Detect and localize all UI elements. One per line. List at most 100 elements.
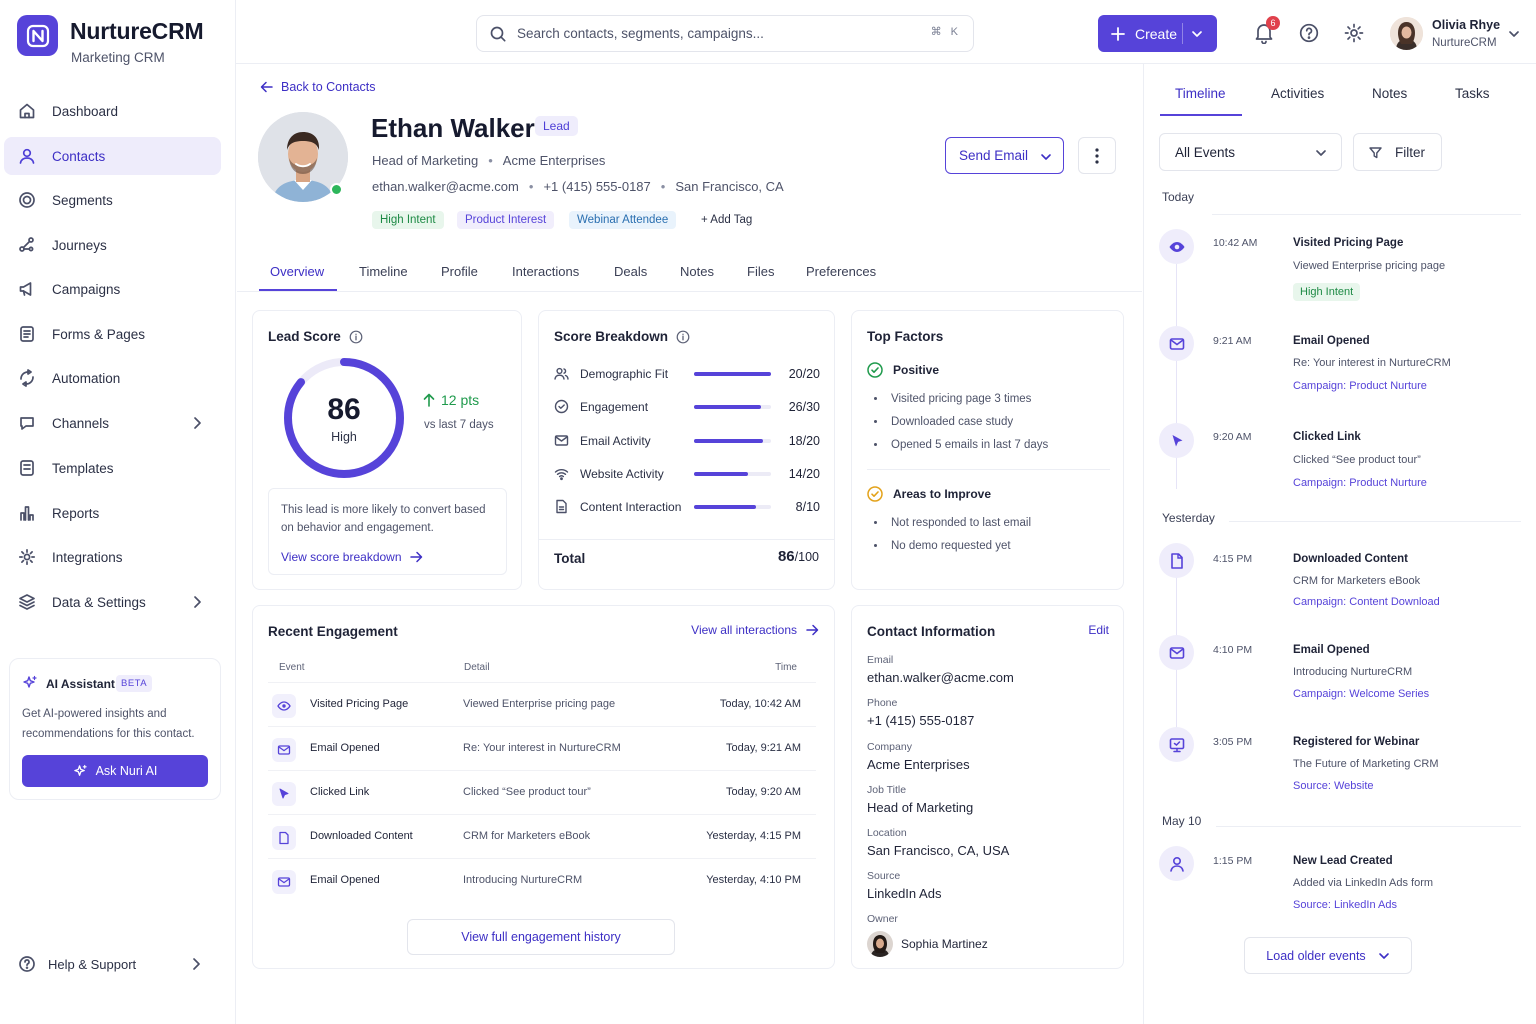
breakdown-total-label: Total bbox=[554, 551, 586, 566]
search-box[interactable]: ⌘ K bbox=[476, 15, 974, 52]
field-email-value[interactable]: ethan.walker@acme.com bbox=[867, 670, 1014, 685]
search-input[interactable] bbox=[517, 26, 897, 41]
timeline-connector bbox=[1176, 264, 1177, 489]
timeline-event-title[interactable]: Visited Pricing Page bbox=[1293, 237, 1404, 249]
sidebar-item-automation[interactable]: Automation bbox=[4, 359, 221, 397]
engagement-event: Clicked Link bbox=[310, 786, 370, 798]
alert-circle-icon bbox=[867, 486, 883, 502]
timeline-event-title[interactable]: New Lead Created bbox=[1293, 855, 1393, 867]
info-icon[interactable] bbox=[676, 330, 690, 344]
engagement-event: Downloaded Content bbox=[310, 830, 413, 842]
tab-files[interactable]: Files bbox=[747, 264, 775, 279]
sidebar-item-contacts[interactable]: Contacts bbox=[4, 137, 221, 175]
contact-email[interactable]: ethan.walker@acme.com bbox=[372, 179, 519, 194]
settings-icon[interactable] bbox=[1344, 23, 1364, 43]
tab-profile[interactable]: Profile bbox=[441, 264, 478, 279]
table-row[interactable]: Visited Pricing Page Viewed Enterprise p… bbox=[268, 682, 816, 726]
chevron-down-icon[interactable] bbox=[1191, 29, 1203, 39]
contact-job-title: Head of Marketing bbox=[372, 153, 479, 168]
send-email-button[interactable]: Send Email bbox=[945, 137, 1064, 174]
search-icon bbox=[490, 26, 506, 42]
timeline-event-campaign[interactable]: Source: Website bbox=[1293, 780, 1374, 792]
view-full-history-button[interactable]: View full engagement history bbox=[407, 919, 675, 955]
panel-tab-notes[interactable]: Notes bbox=[1372, 86, 1408, 101]
timeline-event-campaign[interactable]: Campaign: Welcome Series bbox=[1293, 688, 1429, 700]
contact-phone[interactable]: +1 (415) 555-0187 bbox=[543, 179, 651, 194]
field-phone-value[interactable]: +1 (415) 555-0187 bbox=[867, 713, 975, 728]
timeline-event-title[interactable]: Email Opened bbox=[1293, 335, 1370, 347]
sidebar-item-integrations[interactable]: Integrations bbox=[4, 538, 221, 576]
tab-preferences[interactable]: Preferences bbox=[806, 264, 877, 279]
timeline-event-campaign[interactable]: Campaign: Product Nurture bbox=[1293, 380, 1427, 392]
sidebar-item-campaigns[interactable]: Campaigns bbox=[4, 270, 221, 308]
filter-button[interactable]: Filter bbox=[1353, 133, 1442, 171]
panel-tab-activities[interactable]: Activities bbox=[1271, 86, 1325, 101]
table-row[interactable]: Email Opened Introducing NurtureCRM Yest… bbox=[268, 858, 816, 902]
timeline-event-title[interactable]: Registered for Webinar bbox=[1293, 736, 1420, 748]
timeline-event-campaign[interactable]: Campaign: Content Download bbox=[1293, 596, 1440, 608]
score-breakdown-card: Score Breakdown Demographic Fit 20/20 En… bbox=[538, 310, 835, 590]
ask-ai-button[interactable]: Ask Nuri AI bbox=[22, 755, 208, 787]
event-filter-select[interactable]: All Events bbox=[1159, 133, 1342, 171]
view-all-interactions-link[interactable]: View all interactions bbox=[691, 623, 819, 637]
field-label: Job Title bbox=[867, 784, 907, 796]
view-score-breakdown-link[interactable]: View score breakdown bbox=[281, 550, 423, 564]
sidebar-item-dashboard[interactable]: Dashboard bbox=[4, 92, 221, 130]
campaign-label: Source: bbox=[1293, 780, 1331, 792]
info-icon[interactable] bbox=[349, 330, 363, 344]
owner-name[interactable]: Sophia Martinez bbox=[901, 937, 988, 951]
tag-high-intent[interactable]: High Intent bbox=[372, 211, 444, 229]
template-icon bbox=[20, 460, 34, 476]
eye-icon bbox=[1159, 229, 1194, 264]
table-row[interactable]: Clicked Link Clicked “See product tour” … bbox=[268, 770, 816, 814]
tag-product-interest[interactable]: Product Interest bbox=[457, 211, 555, 229]
tab-timeline[interactable]: Timeline bbox=[359, 264, 408, 279]
logo-icon[interactable] bbox=[17, 15, 58, 56]
breakdown-total-max: /100 bbox=[794, 550, 819, 564]
sidebar-item-channels[interactable]: Channels bbox=[4, 404, 221, 442]
search-shortcut: ⌘ K bbox=[930, 26, 961, 38]
timeline-day-label: Today bbox=[1162, 190, 1195, 204]
tab-notes[interactable]: Notes bbox=[680, 264, 714, 279]
sidebar-item-templates[interactable]: Templates bbox=[4, 449, 221, 487]
chevron-right-icon bbox=[194, 596, 201, 608]
add-tag-button[interactable]: + Add Tag bbox=[701, 214, 753, 226]
panel-tab-tasks[interactable]: Tasks bbox=[1455, 86, 1490, 101]
tab-deals[interactable]: Deals bbox=[614, 264, 648, 279]
timeline-event-title[interactable]: Clicked Link bbox=[1293, 431, 1361, 443]
panel-tab-timeline[interactable]: Timeline bbox=[1175, 86, 1226, 101]
timeline-event-title[interactable]: Downloaded Content bbox=[1293, 553, 1408, 565]
tab-overview[interactable]: Overview bbox=[270, 264, 325, 279]
create-button[interactable]: Create bbox=[1098, 15, 1217, 52]
more-options-button[interactable] bbox=[1078, 137, 1116, 174]
filter-label: Filter bbox=[1395, 144, 1425, 160]
table-row[interactable]: Email Opened Re: Your interest in Nurtur… bbox=[268, 726, 816, 770]
field-label: Email bbox=[867, 654, 894, 666]
create-divider bbox=[1182, 23, 1183, 44]
sidebar-item-data-settings[interactable]: Data & Settings bbox=[4, 583, 221, 621]
campaign-label: Source: bbox=[1293, 899, 1331, 911]
field-label: Source bbox=[867, 870, 901, 882]
create-label: Create bbox=[1135, 25, 1178, 42]
edit-contact-button[interactable]: Edit bbox=[1088, 623, 1109, 637]
sidebar-item-forms-pages[interactable]: Forms & Pages bbox=[4, 315, 221, 353]
score-change-period: vs last 7 days bbox=[424, 419, 494, 431]
timeline-event-campaign[interactable]: Source: LinkedIn Ads bbox=[1293, 899, 1397, 911]
tab-interactions[interactable]: Interactions bbox=[512, 264, 580, 279]
timeline-event-title[interactable]: Email Opened bbox=[1293, 644, 1370, 656]
back-to-contacts-link[interactable]: Back to Contacts bbox=[260, 80, 376, 94]
sidebar-item-label: Automation bbox=[52, 370, 121, 386]
user-avatar[interactable] bbox=[1390, 17, 1423, 50]
sidebar-item-reports[interactable]: Reports bbox=[4, 494, 221, 532]
load-older-events-button[interactable]: Load older events bbox=[1244, 937, 1412, 974]
sidebar-item-journeys[interactable]: Journeys bbox=[4, 226, 221, 264]
engagement-detail: Clicked “See product tour” bbox=[463, 786, 591, 798]
chevron-down-icon[interactable] bbox=[1508, 29, 1520, 39]
help-icon[interactable] bbox=[1299, 23, 1319, 43]
tag-webinar-attendee[interactable]: Webinar Attendee bbox=[569, 211, 677, 229]
sidebar-item-segments[interactable]: Segments bbox=[4, 181, 221, 219]
contact-company: Acme Enterprises bbox=[502, 153, 606, 168]
table-row[interactable]: Downloaded Content CRM for Marketers eBo… bbox=[268, 814, 816, 858]
help-support-link[interactable]: Help & Support bbox=[18, 953, 218, 975]
timeline-event-campaign[interactable]: Campaign: Product Nurture bbox=[1293, 477, 1427, 489]
